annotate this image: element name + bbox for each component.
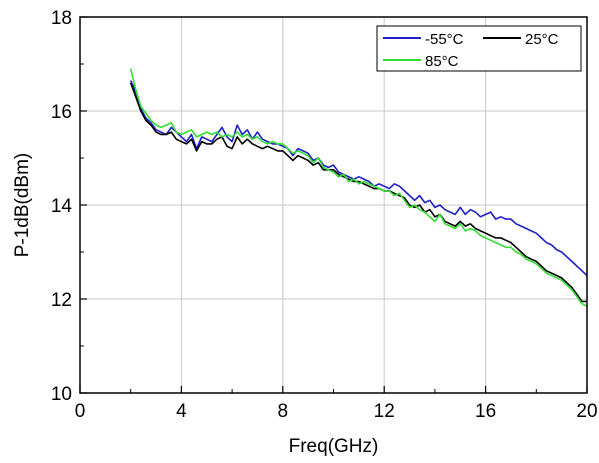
x-axis-title: Freq(GHz) (289, 436, 379, 457)
ticks: 0 4 8 12 16 20 10 12 14 16 18 (51, 8, 598, 422)
series-line-0 (129, 80, 588, 277)
x-tick-label: 8 (278, 401, 289, 422)
series-line-2 (129, 68, 588, 307)
series-layer (129, 68, 588, 307)
legend-label-25: 25°C (525, 31, 559, 48)
y-tick-label: 14 (51, 196, 73, 217)
y-tick-label: 10 (51, 384, 72, 405)
legend-label-minus55: -55°C (425, 31, 464, 48)
x-tick-label: 20 (576, 401, 597, 422)
x-tick-label: 0 (75, 401, 86, 422)
x-tick-label: 16 (475, 401, 496, 422)
y-tick-label: 12 (51, 290, 72, 311)
x-tick-label: 12 (374, 401, 395, 422)
legend-label-85: 85°C (425, 53, 459, 70)
legend-box (376, 25, 582, 72)
series-line-1 (129, 82, 587, 303)
x-tick-label: 4 (176, 401, 187, 422)
y-tick-label: 16 (51, 102, 72, 123)
y-axis-title: P-1dB(dBm) (12, 153, 33, 258)
legend: -55°C 25°C 85°C (376, 25, 582, 72)
y-tick-label: 18 (51, 8, 72, 29)
grid (80, 17, 587, 393)
